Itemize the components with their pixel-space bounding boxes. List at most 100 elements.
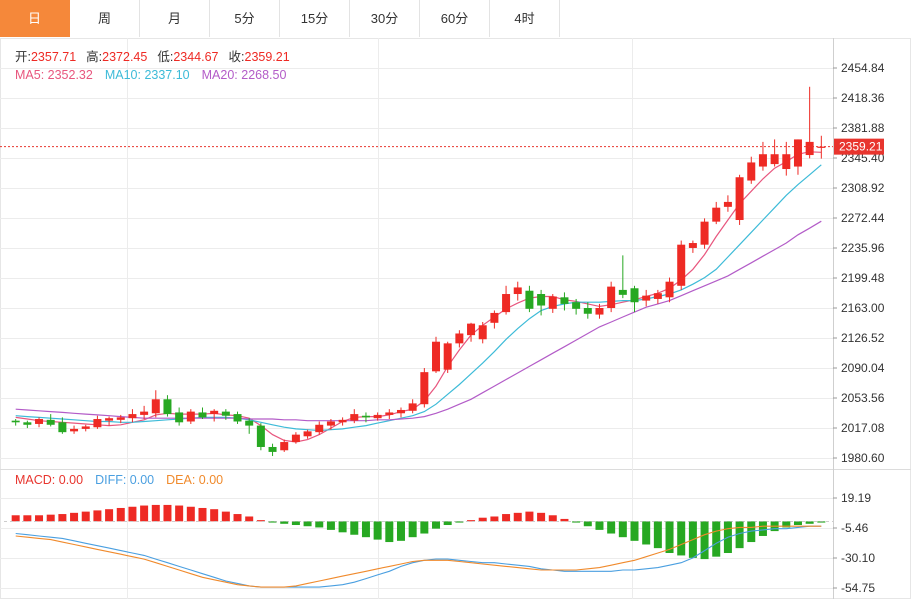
macd-bar-0 [11, 515, 20, 522]
candle-body-36 [432, 341, 441, 372]
candle-body-31 [373, 414, 382, 419]
macd-bar-20 [245, 516, 254, 522]
candle-body-39 [467, 323, 476, 336]
macd-bar-38 [455, 521, 464, 523]
candle-29 [350, 409, 359, 424]
candle-body-38 [455, 333, 464, 344]
main-tick-label-13: 1980.60 [841, 451, 885, 465]
candle-4 [58, 417, 67, 434]
candle-57 [677, 240, 686, 290]
tab-6[interactable]: 60分 [420, 0, 490, 37]
candle-66 [782, 141, 791, 176]
ma-legend-item-0: MA5: 2352.32 [15, 68, 93, 82]
macd-bar-53 [630, 521, 639, 541]
ohlc-value-1: 2372.45 [102, 50, 147, 64]
candle-body-37 [443, 343, 452, 370]
macd-bar-18 [221, 511, 230, 522]
candle-body-44 [525, 290, 534, 309]
macd-tick-label-3: -54.75 [841, 581, 875, 595]
main-tick-label-5: 2272.44 [841, 211, 885, 225]
ohlc-value-2: 2344.67 [173, 50, 218, 64]
candle-body-33 [396, 409, 405, 414]
candle-body-28 [338, 419, 347, 423]
candle-54 [642, 289, 651, 307]
macd-bar-47 [560, 518, 569, 522]
macd-bar-21 [256, 520, 265, 522]
ohlc-value-0: 2357.71 [31, 50, 76, 64]
tab-7[interactable]: 4时 [490, 0, 560, 37]
macd-bar-40 [478, 517, 487, 522]
main-tick-label-7: 2199.48 [841, 271, 885, 285]
candle-26 [315, 421, 324, 435]
tab-5[interactable]: 30分 [350, 0, 420, 37]
candle-body-46 [548, 296, 557, 309]
tab-3[interactable]: 5分 [210, 0, 280, 37]
macd-bar-13 [163, 504, 172, 522]
macd-bar-1 [23, 515, 32, 522]
candle-59 [700, 218, 709, 249]
candle-3 [46, 414, 55, 427]
candle-body-52 [618, 289, 627, 295]
candle-body-43 [513, 287, 522, 295]
candle-body-55 [653, 293, 662, 299]
candle-51 [607, 281, 616, 313]
macd-bar-28 [338, 521, 347, 533]
candle-30 [361, 412, 370, 423]
candle-16 [198, 407, 207, 420]
candle-11 [140, 405, 149, 420]
macd-bar-17 [210, 509, 219, 522]
candle-13 [163, 395, 172, 417]
candle-body-11 [140, 411, 149, 415]
candle-body-66 [782, 154, 791, 170]
candle-body-60 [712, 207, 721, 222]
macd-bar-3 [46, 514, 55, 522]
candle-body-23 [280, 442, 289, 451]
macd-legend-item-2: DEA: 0.00 [166, 473, 223, 487]
tab-1[interactable]: 周 [70, 0, 140, 37]
candle-body-26 [315, 424, 324, 433]
candle-36 [432, 336, 441, 373]
main-tick-label-9: 2126.52 [841, 331, 885, 345]
candle-body-12 [151, 399, 160, 414]
tab-4[interactable]: 15分 [280, 0, 350, 37]
macd-bar-39 [467, 520, 476, 522]
period-tabs: 日周月 5分 15分 30分 60分 4时 [0, 0, 567, 39]
candle-58 [688, 240, 697, 253]
ohlc-value-3: 2359.21 [245, 50, 290, 64]
macd-bar-10 [128, 506, 137, 522]
tab-0[interactable]: 日 [0, 0, 70, 37]
candle-31 [373, 412, 382, 421]
tab-2[interactable]: 月 [140, 0, 210, 37]
macd-bar-36 [432, 521, 441, 529]
chart-frame [0, 38, 911, 599]
candle-0 [11, 419, 20, 426]
ma-legend: MA5: 2352.32 MA10: 2337.10 MA20: 2268.50 [15, 68, 286, 82]
candle-body-56 [665, 281, 674, 298]
candle-50 [595, 303, 604, 319]
macd-bar-16 [198, 507, 207, 522]
candle-17 [210, 409, 219, 422]
macd-bar-66 [782, 521, 791, 528]
candle-8 [105, 416, 114, 426]
candle-23 [280, 439, 289, 452]
macd-bar-15 [186, 506, 195, 522]
candle-65 [770, 139, 779, 167]
candle-2 [35, 417, 44, 428]
candle-body-8 [105, 418, 114, 421]
candle-body-14 [175, 412, 184, 423]
candle-body-51 [607, 286, 616, 308]
candle-body-2 [35, 419, 44, 424]
candle-27 [326, 419, 335, 430]
candle-body-9 [116, 417, 125, 420]
macd-bar-6 [81, 511, 90, 522]
macd-bar-33 [396, 521, 405, 541]
candle-body-7 [93, 419, 102, 428]
macd-tick-label-0: 19.19 [841, 491, 871, 505]
macd-tick-label-1: -5.46 [841, 521, 869, 535]
ma-legend-item-2: MA20: 2268.50 [202, 68, 287, 82]
grid-lines [0, 38, 911, 599]
macd-bar-27 [326, 521, 335, 530]
macd-bar-35 [420, 521, 429, 534]
macd-bar-63 [747, 521, 756, 543]
macd-bar-46 [548, 515, 557, 522]
